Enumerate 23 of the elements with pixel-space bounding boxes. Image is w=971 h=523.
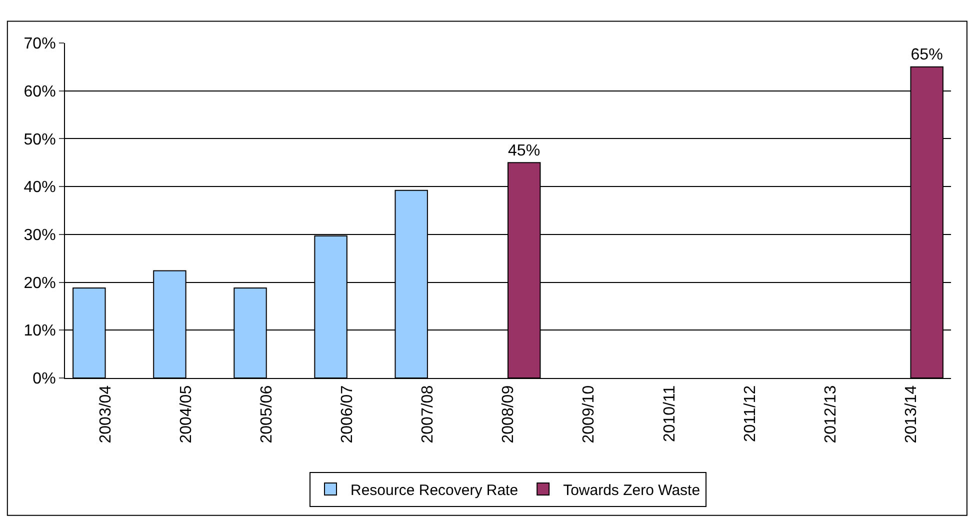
data-label: 65%	[910, 46, 943, 64]
data-label: 45%	[508, 141, 540, 160]
x-tick-label: 2006/07	[339, 385, 356, 444]
x-tick-label: 2013/14	[902, 385, 920, 444]
x-tick-label: 2009/10	[580, 385, 598, 444]
x-tick-label: 2012/13	[822, 385, 840, 444]
y-tick-label: 30%	[24, 227, 56, 244]
y-tick-label: 0%	[32, 370, 56, 388]
legend-label: Towards Zero Waste	[563, 482, 700, 499]
y-tick-label: 50%	[24, 131, 56, 148]
y-tick-label: 20%	[24, 274, 56, 292]
y-tick-label: 40%	[24, 179, 56, 196]
y-tick-label: 70%	[24, 36, 56, 53]
legend-label: Resource Recovery Rate	[350, 482, 518, 499]
x-tick-label: 2011/12	[742, 385, 759, 442]
y-tick-label: 60%	[24, 83, 56, 100]
x-tick-label: 2010/11	[661, 385, 678, 442]
x-tick-label: 2004/05	[178, 385, 196, 444]
x-tick-label: 2007/08	[420, 385, 437, 444]
x-tick-label: 2008/09	[500, 385, 518, 444]
x-tick-label: 2003/04	[97, 385, 114, 444]
x-tick-label: 2005/06	[258, 385, 276, 444]
y-tick-label: 10%	[24, 322, 56, 340]
